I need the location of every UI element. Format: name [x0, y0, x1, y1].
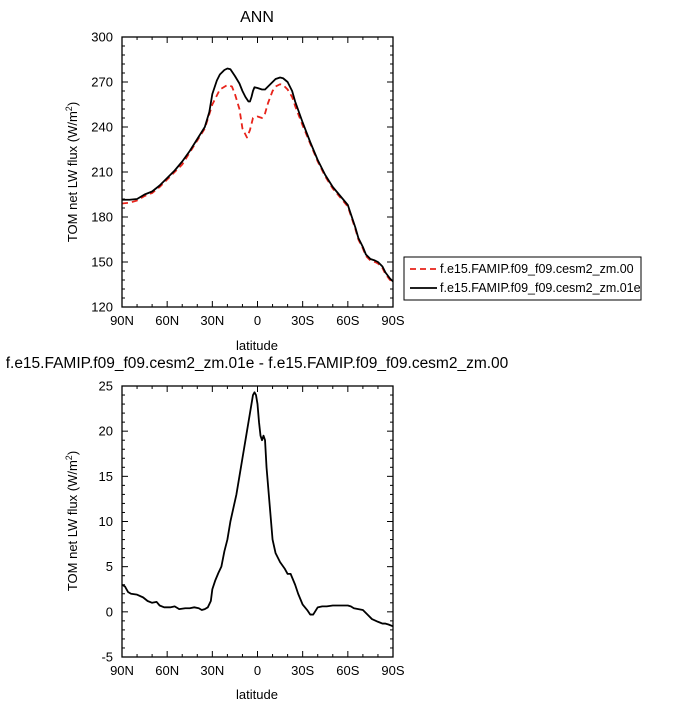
top-x-tick-label: 90S [381, 313, 404, 328]
bottom-y-axis-label: TOM net LW flux (W/m2) [64, 451, 80, 591]
top-ticks [121, 36, 394, 308]
top-x-tick-label: 90N [110, 313, 134, 328]
bottom-x-tick-label: 90N [110, 663, 134, 678]
legend-label-series-1: f.e15.FAMIP.f09_f09.cesm2_zm.01e [440, 281, 641, 295]
top-y-tick-label: 270 [91, 75, 113, 90]
bottom-y-tick-label: 15 [99, 469, 113, 484]
bottom-y-tick-label: 10 [99, 514, 113, 529]
bottom-y-tick-label: -5 [101, 650, 113, 665]
top-x-tick-label: 30S [291, 313, 314, 328]
top-y-axis-label: TOM net LW flux (W/m2) [64, 102, 80, 242]
top-chart-title: ANN [240, 9, 274, 26]
bottom-x-tick-label: 30S [291, 663, 314, 678]
top-x-tick-label: 60S [336, 313, 359, 328]
top-y-tick-label: 240 [91, 120, 113, 135]
bottom-chart-title: f.e15.FAMIP.f09_f09.cesm2_zm.01e - f.e15… [6, 355, 509, 372]
bottom-x-axis-label: latitude [236, 687, 278, 702]
bottom-y-tick-label: 0 [106, 604, 113, 619]
top-panel: ANN 90N 60N 30N 0 30S 60S 90S 120 150 180 210 240 27… [64, 9, 642, 353]
bottom-series-lines [121, 391, 394, 628]
bottom-x-tick-label: 60S [336, 663, 359, 678]
bottom-ticks [121, 385, 394, 658]
bottom-x-tick-label: 60N [155, 663, 179, 678]
legend-label-series-0: f.e15.FAMIP.f09_f09.cesm2_zm.00 [440, 262, 634, 276]
top-y-tick-label: 300 [91, 30, 113, 45]
top-series-lines [121, 67, 394, 283]
bottom-series-line-0 [121, 391, 394, 628]
bottom-x-tick-label: 0 [254, 663, 261, 678]
legend: f.e15.FAMIP.f09_f09.cesm2_zm.00 f.e15.FA… [403, 256, 642, 301]
top-tick-labels: 90N 60N 30N 0 30S 60S 90S 120 150 180 210 240 270 300 [91, 30, 405, 329]
bottom-y-tick-label: 20 [99, 424, 113, 439]
bottom-plot-frame [121, 385, 394, 658]
bottom-y-tick-label: 25 [99, 379, 113, 394]
top-y-tick-label: 150 [91, 255, 113, 270]
bottom-panel: f.e15.FAMIP.f09_f09.cesm2_zm.01e - f.e15… [6, 355, 509, 702]
top-series-line-0 [121, 83, 394, 283]
top-plot-frame [121, 36, 394, 308]
top-x-tick-label: 30N [200, 313, 224, 328]
bottom-tick-labels: 90N 60N 30N 0 30S 60S 90S -5 0 5 10 15 20 25 [99, 379, 405, 679]
top-x-tick-label: 60N [155, 313, 179, 328]
bottom-x-tick-label: 30N [200, 663, 224, 678]
top-y-tick-label: 180 [91, 210, 113, 225]
bottom-y-tick-label: 5 [106, 559, 113, 574]
top-y-tick-label: 210 [91, 165, 113, 180]
top-y-tick-label: 120 [91, 300, 113, 315]
top-series-line-1 [122, 67, 394, 283]
bottom-x-tick-label: 90S [381, 663, 404, 678]
legend-box [403, 256, 642, 301]
top-x-tick-label: 0 [254, 313, 261, 328]
top-x-axis-label: latitude [236, 338, 278, 353]
